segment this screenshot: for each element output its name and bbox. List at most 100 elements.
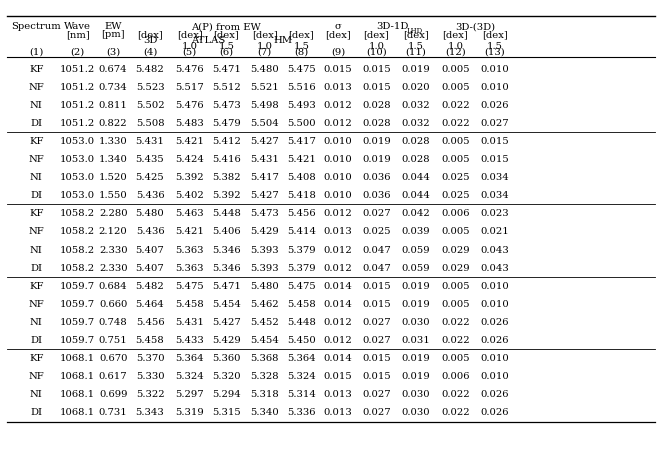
Text: [dex]: [dex] — [325, 30, 351, 39]
Text: 5.431: 5.431 — [175, 318, 204, 327]
Text: 1068.1: 1068.1 — [60, 390, 95, 400]
Text: NF: NF — [28, 83, 44, 92]
Text: 3D-(3D): 3D-(3D) — [455, 22, 495, 31]
Text: 2.330: 2.330 — [99, 264, 128, 273]
Text: 0.015: 0.015 — [480, 155, 509, 164]
Text: 5.523: 5.523 — [136, 83, 164, 92]
Text: 0.043: 0.043 — [480, 245, 509, 255]
Text: 1.5: 1.5 — [293, 41, 309, 51]
Text: 5.479: 5.479 — [212, 119, 241, 128]
Text: 0.022: 0.022 — [441, 318, 470, 327]
Text: 0.043: 0.043 — [480, 264, 509, 273]
Text: 5.512: 5.512 — [212, 83, 241, 92]
Text: 1.340: 1.340 — [99, 155, 128, 164]
Text: (12): (12) — [445, 47, 466, 57]
Text: 0.026: 0.026 — [480, 390, 509, 400]
Text: 5.346: 5.346 — [212, 264, 241, 273]
Text: 0.059: 0.059 — [401, 245, 430, 255]
Text: 5.429: 5.429 — [212, 336, 241, 345]
Text: 1051.2: 1051.2 — [60, 119, 95, 128]
Text: 5.483: 5.483 — [175, 119, 204, 128]
Text: 0.026: 0.026 — [480, 408, 509, 417]
Text: 0.015: 0.015 — [362, 300, 391, 309]
Text: 0.010: 0.010 — [480, 372, 509, 381]
Text: 0.822: 0.822 — [99, 119, 128, 128]
Text: 1051.2: 1051.2 — [60, 64, 95, 74]
Text: 5.427: 5.427 — [212, 318, 241, 327]
Text: [pm]: [pm] — [101, 30, 125, 39]
Text: 0.005: 0.005 — [441, 83, 470, 92]
Text: 5.408: 5.408 — [287, 173, 316, 182]
Text: 5.473: 5.473 — [212, 101, 241, 110]
Text: 0.010: 0.010 — [480, 64, 509, 74]
Text: 0.670: 0.670 — [99, 354, 128, 363]
Text: 0.022: 0.022 — [441, 408, 470, 417]
Text: 0.660: 0.660 — [99, 300, 128, 309]
Text: 0.019: 0.019 — [362, 155, 391, 164]
Text: NF: NF — [28, 155, 44, 164]
Text: 5.454: 5.454 — [212, 300, 241, 309]
Text: 5.454: 5.454 — [250, 336, 279, 345]
Text: 5.456: 5.456 — [287, 209, 316, 219]
Text: 0.059: 0.059 — [401, 264, 430, 273]
Text: 0.019: 0.019 — [401, 282, 430, 291]
Text: 0.034: 0.034 — [480, 191, 509, 200]
Text: [dex]: [dex] — [442, 30, 468, 39]
Text: 5.500: 5.500 — [287, 119, 316, 128]
Text: σ: σ — [335, 22, 342, 31]
Text: 0.034: 0.034 — [480, 173, 509, 182]
Text: 5.318: 5.318 — [250, 390, 279, 400]
Text: 5.340: 5.340 — [250, 408, 279, 417]
Text: 5.406: 5.406 — [212, 227, 241, 236]
Text: (9): (9) — [331, 47, 345, 57]
Text: 5.343: 5.343 — [136, 408, 164, 417]
Text: 0.030: 0.030 — [401, 318, 430, 327]
Text: 0.734: 0.734 — [99, 83, 128, 92]
Text: 5.315: 5.315 — [212, 408, 241, 417]
Text: 0.022: 0.022 — [441, 336, 470, 345]
Text: 0.029: 0.029 — [441, 264, 470, 273]
Text: 0.025: 0.025 — [441, 173, 470, 182]
Text: 5.294: 5.294 — [212, 390, 241, 400]
Text: [dex]: [dex] — [213, 30, 240, 39]
Text: 0.684: 0.684 — [99, 282, 128, 291]
Text: 0.019: 0.019 — [401, 372, 430, 381]
Text: 1059.7: 1059.7 — [60, 300, 95, 309]
Text: 0.027: 0.027 — [480, 119, 509, 128]
Text: 0.005: 0.005 — [441, 354, 470, 363]
Text: 5.482: 5.482 — [136, 282, 164, 291]
Text: 5.448: 5.448 — [212, 209, 241, 219]
Text: 5.370: 5.370 — [136, 354, 164, 363]
Text: [dex]: [dex] — [403, 30, 429, 39]
Text: 5.473: 5.473 — [250, 209, 279, 219]
Text: 0.012: 0.012 — [324, 318, 353, 327]
Text: [dex]: [dex] — [137, 30, 163, 39]
Text: (3): (3) — [106, 47, 120, 57]
Text: 1053.0: 1053.0 — [60, 155, 95, 164]
Text: 1.520: 1.520 — [99, 173, 128, 182]
Text: 5.431: 5.431 — [136, 137, 164, 146]
Text: 5.364: 5.364 — [287, 354, 316, 363]
Text: [dex]: [dex] — [251, 30, 278, 39]
Text: 5.502: 5.502 — [136, 101, 164, 110]
Text: 5.475: 5.475 — [287, 64, 316, 74]
Text: 5.471: 5.471 — [212, 282, 241, 291]
Text: 1.0: 1.0 — [182, 41, 197, 51]
Text: 0.013: 0.013 — [324, 227, 353, 236]
Text: 0.014: 0.014 — [324, 282, 353, 291]
Text: 5.368: 5.368 — [250, 354, 279, 363]
Text: 5.508: 5.508 — [136, 119, 164, 128]
Text: 5.363: 5.363 — [175, 245, 204, 255]
Text: 1058.2: 1058.2 — [60, 227, 95, 236]
Text: 0.019: 0.019 — [362, 137, 391, 146]
Text: 0.015: 0.015 — [362, 83, 391, 92]
Text: 0.005: 0.005 — [441, 64, 470, 74]
Text: 0.030: 0.030 — [401, 390, 430, 400]
Text: NF: NF — [28, 227, 44, 236]
Text: 0.014: 0.014 — [324, 300, 353, 309]
Text: 0.026: 0.026 — [480, 101, 509, 110]
Text: 5.452: 5.452 — [250, 318, 279, 327]
Text: LHD: LHD — [407, 27, 422, 35]
Text: (1): (1) — [29, 47, 43, 57]
Text: 5.436: 5.436 — [136, 227, 164, 236]
